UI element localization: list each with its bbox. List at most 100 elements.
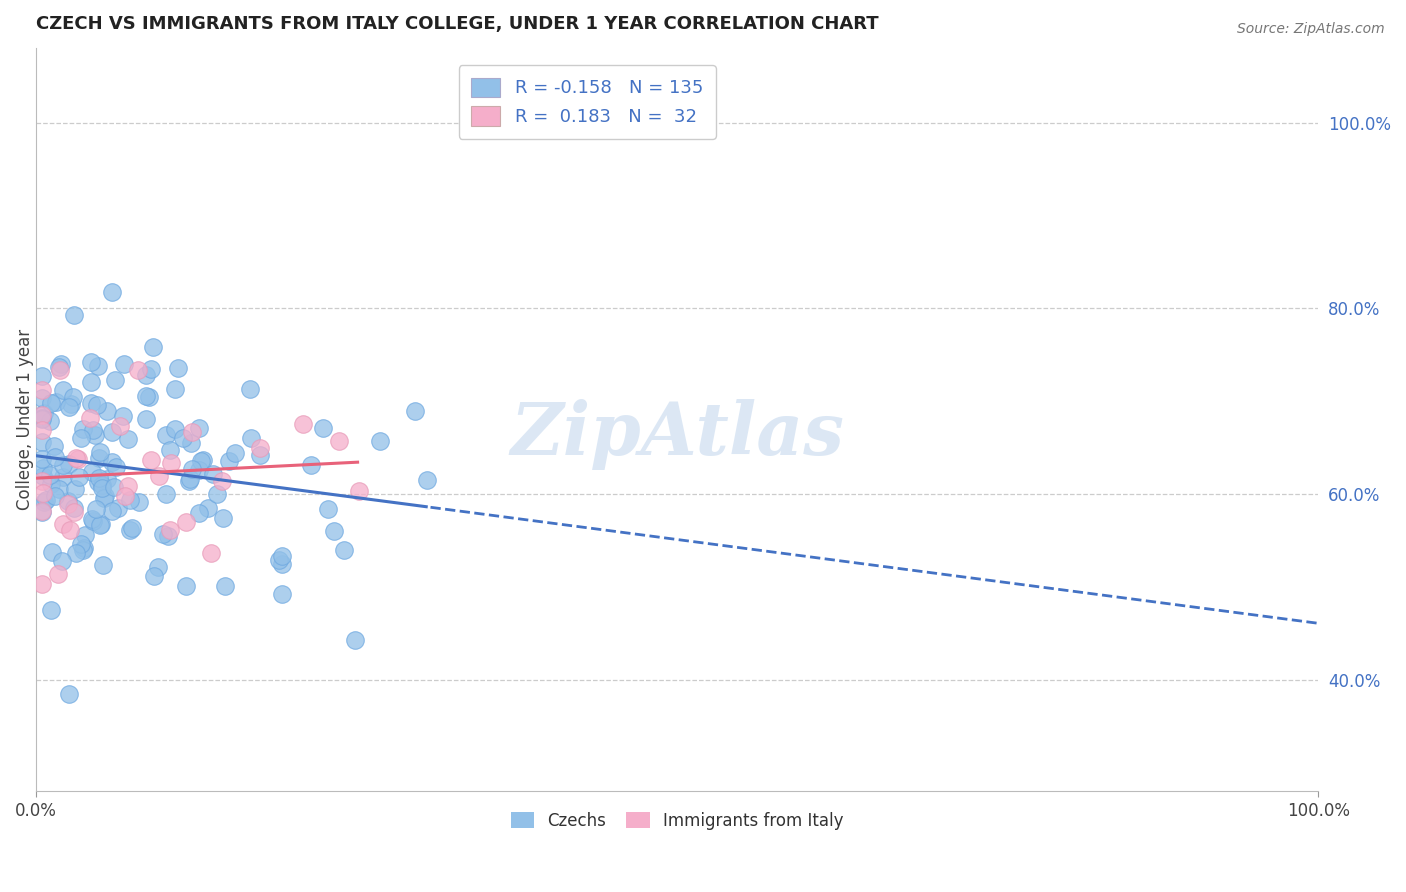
Point: [188, 420, 211, 434]
Point: [84, 502, 107, 516]
Point: [82, 466, 104, 480]
Point: [94, 489, 117, 503]
Text: ZipAtlas: ZipAtlas: [510, 400, 844, 470]
Point: [211, 511, 233, 525]
Point: [197, 501, 219, 516]
Point: [271, 549, 294, 564]
Point: [239, 431, 262, 445]
Point: [79, 411, 101, 425]
Point: [52, 470, 75, 484]
Point: [89, 444, 111, 458]
Point: [188, 506, 211, 520]
Point: [101, 454, 124, 468]
Point: [31, 412, 53, 426]
Point: [35, 493, 58, 508]
Point: [44, 439, 66, 453]
Point: [69, 537, 91, 551]
Point: [39, 468, 62, 483]
Point: [87, 451, 110, 466]
Point: [39, 603, 62, 617]
Point: [80, 512, 103, 526]
Point: [32, 486, 55, 500]
Point: [31, 505, 53, 519]
Point: [190, 454, 212, 468]
Point: [31, 503, 53, 517]
Point: [135, 368, 157, 383]
Point: [73, 541, 96, 555]
Point: [89, 518, 111, 533]
Point: [135, 411, 157, 425]
Point: [167, 360, 190, 375]
Point: [100, 504, 122, 518]
Point: [104, 460, 127, 475]
Point: [52, 383, 75, 397]
Point: [31, 383, 53, 397]
Point: [84, 428, 107, 442]
Point: [51, 554, 73, 568]
Point: [32, 406, 55, 420]
Point: [344, 633, 367, 648]
Point: [65, 546, 87, 560]
Point: [80, 355, 103, 369]
Point: [211, 474, 233, 488]
Point: [87, 359, 110, 374]
Point: [159, 442, 181, 457]
Point: [117, 478, 139, 492]
Point: [174, 579, 197, 593]
Point: [63, 483, 86, 497]
Point: [48, 483, 70, 497]
Point: [39, 414, 62, 428]
Point: [347, 483, 370, 498]
Point: [31, 391, 53, 405]
Point: [224, 446, 246, 460]
Point: [114, 489, 136, 503]
Point: [218, 454, 240, 468]
Point: [80, 376, 103, 390]
Point: [416, 473, 439, 487]
Point: [107, 501, 129, 516]
Point: [63, 501, 86, 516]
Point: [152, 527, 174, 541]
Point: [70, 431, 93, 445]
Point: [104, 373, 127, 387]
Point: [180, 436, 202, 450]
Point: [249, 449, 271, 463]
Point: [51, 516, 73, 531]
Point: [49, 363, 72, 377]
Point: [86, 398, 108, 412]
Point: [103, 480, 125, 494]
Point: [135, 389, 157, 403]
Point: [82, 514, 104, 528]
Point: [63, 506, 86, 520]
Point: [177, 474, 200, 488]
Point: [31, 451, 53, 466]
Point: [201, 467, 224, 481]
Point: [66, 452, 89, 467]
Point: [181, 462, 204, 476]
Point: [200, 545, 222, 559]
Point: [138, 391, 160, 405]
Point: [141, 362, 163, 376]
Point: [117, 432, 139, 446]
Point: [89, 471, 111, 485]
Point: [267, 553, 290, 567]
Point: [299, 458, 322, 473]
Point: [44, 450, 66, 465]
Point: [110, 418, 132, 433]
Point: [155, 486, 177, 500]
Point: [139, 453, 162, 467]
Point: [56, 494, 79, 508]
Point: [214, 579, 236, 593]
Point: [31, 423, 53, 437]
Point: [45, 394, 67, 409]
Point: [148, 469, 170, 483]
Point: [31, 577, 53, 591]
Point: [146, 560, 169, 574]
Point: [91, 481, 114, 495]
Point: [120, 524, 142, 538]
Point: [91, 558, 114, 573]
Point: [90, 516, 112, 531]
Point: [121, 521, 143, 535]
Point: [72, 422, 94, 436]
Text: CZECH VS IMMIGRANTS FROM ITALY COLLEGE, UNDER 1 YEAR CORRELATION CHART: CZECH VS IMMIGRANTS FROM ITALY COLLEGE, …: [37, 15, 879, 33]
